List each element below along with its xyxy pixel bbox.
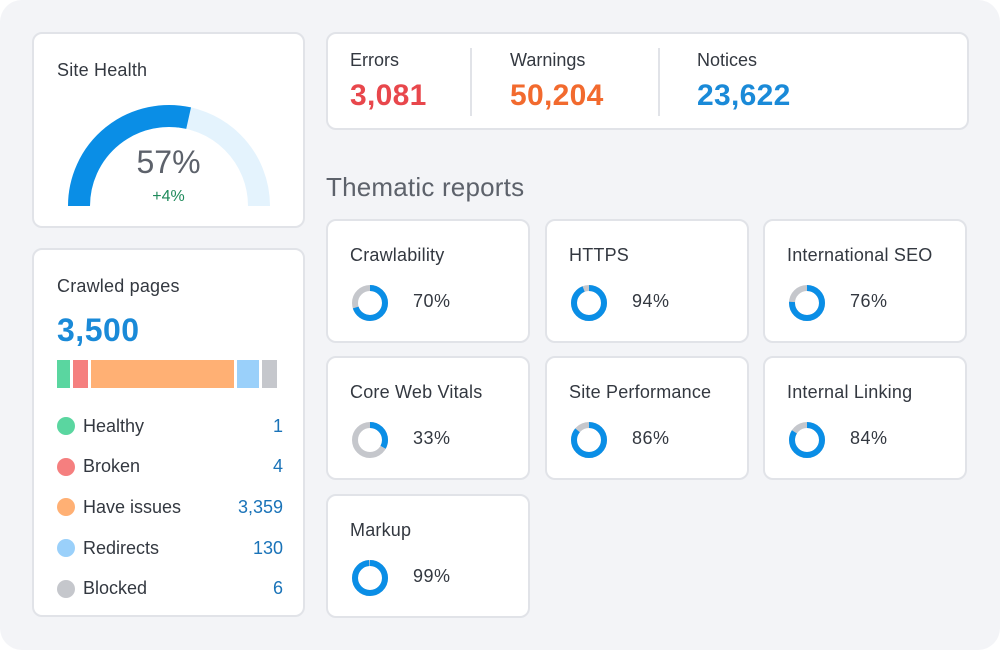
gauge-fill: [68, 105, 192, 207]
report-value: 33%: [413, 428, 451, 448]
crawlability-donut: [352, 285, 388, 321]
legend-count[interactable]: 1: [272, 415, 283, 436]
crawled-pages-legend: Healthy 1 Broken 4 Have issues 3,359 Red…: [57, 406, 283, 609]
divider: [658, 48, 660, 116]
report-value: 94%: [632, 291, 670, 311]
report-title: HTTPS: [569, 245, 630, 265]
redirects-dot-icon: [57, 539, 75, 558]
crawled-pages-total: 3,500: [57, 312, 140, 348]
report-card-crawlability[interactable]: Crawlability 70%: [326, 219, 530, 343]
report-card-https[interactable]: HTTPS 94%: [545, 219, 749, 343]
warnings-label: Warnings: [510, 50, 586, 70]
errors-label: Errors: [350, 50, 399, 70]
donut-fill: [352, 560, 388, 596]
warnings-value: 50,204: [510, 79, 604, 112]
stack-segment-blocked: [261, 360, 277, 388]
report-value: 70%: [413, 291, 451, 311]
site-health-card[interactable]: Site Health 57% +4%: [32, 32, 305, 228]
internal-linking-donut: [789, 422, 825, 458]
legend-item-healthy[interactable]: Healthy 1: [57, 406, 283, 447]
report-card-internal-linking[interactable]: Internal Linking 84%: [763, 356, 967, 480]
legend-label: Broken: [83, 456, 141, 477]
donut-fill: [352, 422, 388, 458]
notices-value: 23,622: [697, 79, 791, 112]
thematic-reports-title: Thematic reports: [326, 172, 525, 202]
have-issues-dot-icon: [57, 498, 75, 517]
broken-dot-icon: [57, 457, 75, 476]
donut-fill: [789, 285, 825, 321]
legend-count[interactable]: 3,359: [237, 496, 283, 517]
international-seo-donut: [789, 285, 825, 321]
legend-label: Redirects: [83, 537, 160, 558]
report-value: 99%: [413, 566, 451, 586]
report-title: Markup: [350, 520, 412, 540]
legend-label: Healthy: [83, 415, 145, 436]
crawled-pages-stacked-bar: [57, 360, 283, 388]
stack-segment-broken: [72, 360, 88, 388]
report-card-core-web-vitals[interactable]: Core Web Vitals 33%: [326, 356, 530, 480]
report-title: Crawlability: [350, 245, 445, 265]
site-health-value: 57%: [136, 144, 201, 180]
issues-summary-card: Errors 3,081 Warnings 50,204 Notices 23,…: [326, 32, 969, 130]
https-donut: [571, 285, 607, 321]
warnings-metric[interactable]: Warnings 50,204: [510, 50, 604, 113]
donut-fill: [789, 422, 825, 458]
donut-fill: [571, 422, 607, 458]
donut-fill: [352, 285, 388, 321]
report-card-markup[interactable]: Markup 99%: [326, 494, 530, 618]
site-health-delta: +4%: [152, 188, 185, 205]
divider: [470, 48, 472, 116]
site-health-gauge: [68, 105, 270, 207]
legend-label: Have issues: [83, 496, 182, 517]
legend-count[interactable]: 4: [272, 456, 283, 477]
report-value: 84%: [850, 428, 888, 448]
site-health-title: Site Health: [57, 60, 148, 80]
notices-label: Notices: [697, 50, 758, 70]
errors-metric[interactable]: Errors 3,081: [350, 50, 427, 113]
report-title: Core Web Vitals: [350, 382, 483, 402]
crawled-pages-card[interactable]: Crawled pages 3,500 Healthy 1 Broken 4 H…: [32, 248, 305, 617]
site-performance-donut: [571, 422, 607, 458]
report-title: Internal Linking: [787, 382, 913, 402]
core-web-vitals-donut: [352, 422, 388, 458]
donut-fill: [571, 285, 607, 321]
crawled-pages-title: Crawled pages: [57, 276, 180, 296]
legend-item-blocked[interactable]: Blocked 6: [57, 568, 283, 609]
stack-segment-healthy: [57, 360, 70, 388]
report-title: International SEO: [787, 245, 933, 265]
legend-label: Blocked: [83, 578, 148, 599]
report-card-international-seo[interactable]: International SEO 76%: [763, 219, 967, 343]
report-value: 76%: [850, 291, 888, 311]
legend-count[interactable]: 6: [272, 578, 283, 599]
legend-count[interactable]: 130: [252, 537, 283, 558]
report-value: 86%: [632, 428, 670, 448]
legend-item-broken[interactable]: Broken 4: [57, 447, 283, 488]
legend-item-redirects[interactable]: Redirects 130: [57, 528, 283, 569]
errors-value: 3,081: [350, 79, 427, 112]
notices-metric[interactable]: Notices 23,622: [697, 50, 791, 113]
report-card-site-performance[interactable]: Site Performance 86%: [545, 356, 749, 480]
healthy-dot-icon: [57, 417, 75, 436]
report-title: Site Performance: [569, 382, 712, 402]
markup-donut: [352, 560, 388, 596]
stack-segment-have-issues: [90, 360, 235, 388]
stack-segment-redirects: [237, 360, 259, 388]
blocked-dot-icon: [57, 579, 75, 598]
legend-item-have-issues[interactable]: Have issues 3,359: [57, 487, 283, 528]
